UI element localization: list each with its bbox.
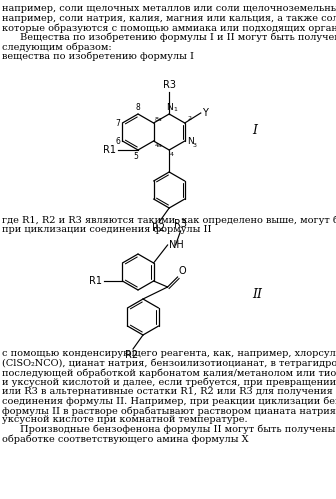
Text: например, соли щелочных металлов или соли щелочноземельных металлов,: например, соли щелочных металлов или сол… xyxy=(2,4,336,13)
Text: I: I xyxy=(252,123,257,137)
Text: Производные бензофенона формулы II могут быть получены при: Производные бензофенона формулы II могут… xyxy=(20,425,336,435)
Text: 3: 3 xyxy=(193,143,197,148)
Text: II: II xyxy=(252,288,262,301)
Text: обработке соответствующего амина формулы X: обработке соответствующего амина формулы… xyxy=(2,435,249,444)
Text: 5: 5 xyxy=(133,152,138,161)
Text: R1: R1 xyxy=(89,276,102,286)
Text: 6: 6 xyxy=(116,137,120,146)
Text: 7: 7 xyxy=(116,118,120,128)
Text: с помощью конденсирующего реагента, как, например, хлорсульфонилизоцианат: с помощью конденсирующего реагента, как,… xyxy=(2,349,336,358)
Text: и уксусной кислотой и далее, если требуется, при превращении остатков R1, R2: и уксусной кислотой и далее, если требуе… xyxy=(2,378,336,387)
Text: последующей обработкой карбонатом калия/метанолом или тиоцианатом натрия: последующей обработкой карбонатом калия/… xyxy=(2,368,336,378)
Text: 4a: 4a xyxy=(155,143,163,148)
Text: R3: R3 xyxy=(174,219,187,229)
Text: следующим образом:: следующим образом: xyxy=(2,42,112,51)
Text: соединения формулы II. Например, при реакции циклизации бензофенон: соединения формулы II. Например, при реа… xyxy=(2,397,336,406)
Text: или R3 в альтернативные остатки R1, R2 или R3 для получения альтернативного: или R3 в альтернативные остатки R1, R2 и… xyxy=(2,387,336,396)
Text: Вещества по изобретению формулы I и II могут быть получены: Вещества по изобретению формулы I и II м… xyxy=(20,32,336,42)
Text: 1: 1 xyxy=(173,106,177,111)
Text: уксусной кислоте при комнатной температуре.: уксусной кислоте при комнатной температу… xyxy=(2,416,248,425)
Text: (ClSO₂NCO), цианат натрия, бензоилизотиоцианат, в тетрагидрофуране с: (ClSO₂NCO), цианат натрия, бензоилизотио… xyxy=(2,358,336,368)
Text: 4: 4 xyxy=(170,152,174,157)
Text: которые образуются с помощью аммиака или подходящих органических аминов.: которые образуются с помощью аммиака или… xyxy=(2,23,336,32)
Text: 2: 2 xyxy=(188,116,192,121)
Text: Y: Y xyxy=(202,108,208,118)
Text: где R1, R2 и R3 являются такими, как определено выше, могут быть получены: где R1, R2 и R3 являются такими, как опр… xyxy=(2,215,336,225)
Text: N: N xyxy=(187,137,194,146)
Text: например, соли натрия, калия, магния или кальция, а также соли аммония,: например, соли натрия, калия, магния или… xyxy=(2,13,336,22)
Text: формулы II в растворе обрабатывают раствором цианата натрия, например, в: формулы II в растворе обрабатывают раств… xyxy=(2,406,336,416)
Text: R2: R2 xyxy=(125,350,138,360)
Text: N: N xyxy=(166,102,173,111)
Text: R3: R3 xyxy=(163,80,176,90)
Text: вещества по изобретению формулы I: вещества по изобретению формулы I xyxy=(2,51,194,61)
Text: R2: R2 xyxy=(152,223,165,233)
Text: 8a: 8a xyxy=(155,116,162,121)
Text: при циклизации соединения формулы II: при циклизации соединения формулы II xyxy=(2,225,211,234)
Text: NH: NH xyxy=(169,240,183,250)
Text: 8: 8 xyxy=(136,102,140,111)
Text: O: O xyxy=(179,266,186,276)
Text: R1: R1 xyxy=(103,145,116,155)
